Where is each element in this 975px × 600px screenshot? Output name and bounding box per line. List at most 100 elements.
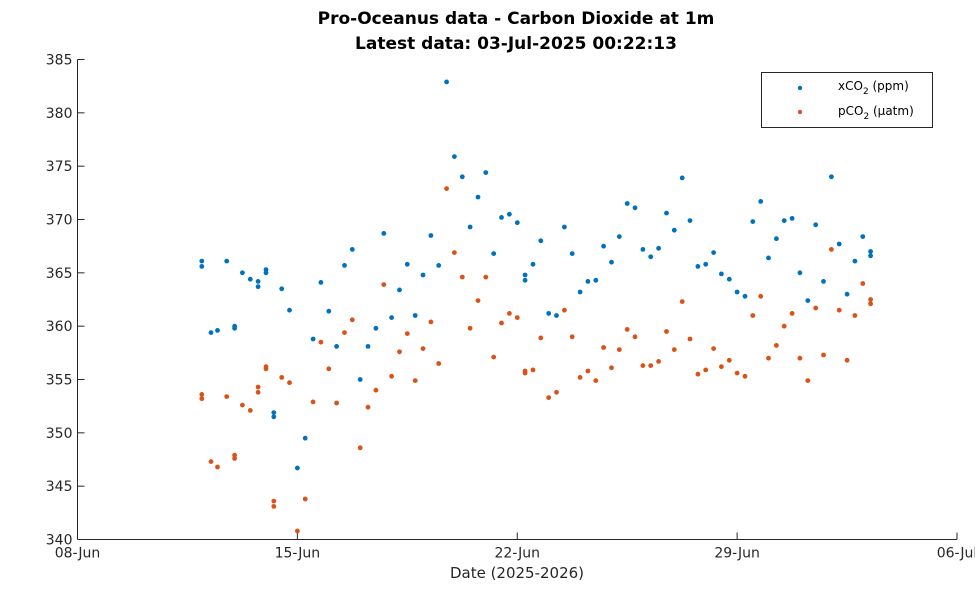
- data-point: [640, 363, 646, 368]
- data-point: [389, 373, 394, 379]
- data-point: [499, 215, 504, 220]
- data-point: [829, 247, 834, 252]
- data-point: [789, 311, 795, 316]
- data-point: [412, 378, 418, 383]
- data-point: [844, 291, 850, 297]
- data-point: [444, 79, 449, 85]
- data-point: [750, 313, 756, 318]
- data-point: [766, 255, 771, 261]
- data-point: [781, 323, 787, 329]
- data-point: [255, 284, 261, 290]
- data-point: [240, 402, 245, 408]
- data-point: [624, 201, 630, 206]
- data-point: [609, 259, 614, 265]
- data-point: [514, 220, 520, 226]
- data-point: [821, 352, 826, 358]
- data-point: [404, 331, 410, 336]
- data-point: [279, 375, 285, 380]
- data-point: [797, 270, 803, 276]
- data-point: [546, 311, 552, 316]
- data-point: [397, 349, 402, 355]
- data-point: [679, 175, 685, 181]
- data-point: [199, 264, 205, 269]
- data-point: [215, 328, 220, 333]
- data-point: [514, 315, 520, 320]
- data-point: [199, 258, 205, 264]
- x-tick-label: 08-Jun: [55, 546, 101, 562]
- data-point: [467, 224, 473, 230]
- data-point: [719, 271, 724, 277]
- data-point: [860, 234, 866, 240]
- data-point: [444, 186, 449, 192]
- data-point: [719, 364, 724, 370]
- data-point: [483, 170, 489, 176]
- data-point: [805, 378, 811, 383]
- data-point: [310, 336, 316, 342]
- data-point: [279, 286, 285, 292]
- plot-area: [77, 59, 957, 539]
- data-point: [703, 367, 709, 373]
- data-point: [302, 496, 308, 502]
- data-point: [734, 370, 740, 376]
- data-point: [601, 345, 606, 350]
- data-point: [357, 445, 363, 451]
- series-xco2: [199, 79, 873, 471]
- data-point: [420, 272, 426, 278]
- data-point: [774, 343, 779, 348]
- data-point: [781, 218, 787, 224]
- data-point: [829, 174, 834, 180]
- data-point: [664, 329, 669, 334]
- chart-title-line2: Latest data: 03-Jul-2025 00:22:13: [355, 34, 677, 54]
- y-tick-label: 360: [46, 319, 73, 335]
- data-point: [467, 325, 473, 331]
- data-point: [664, 210, 669, 216]
- data-point: [868, 301, 873, 307]
- data-point: [562, 224, 567, 230]
- data-point: [530, 367, 536, 373]
- data-point: [742, 373, 748, 379]
- data-point: [750, 219, 756, 225]
- data-point: [404, 261, 410, 267]
- data-point: [271, 410, 277, 415]
- data-point: [475, 194, 481, 200]
- legend-label-pco2-unit: (µatm): [869, 104, 914, 118]
- data-point: [287, 380, 292, 386]
- data-point: [428, 319, 434, 325]
- data-point: [342, 330, 347, 335]
- data-point: [671, 347, 677, 352]
- data-point: [671, 227, 677, 233]
- data-point: [232, 325, 238, 331]
- data-point: [530, 261, 536, 267]
- x-tick-label: 22-Jun: [494, 546, 540, 562]
- data-point: [813, 305, 819, 311]
- data-points: [199, 79, 873, 534]
- data-point: [389, 315, 394, 320]
- data-point: [420, 346, 426, 351]
- data-point: [609, 365, 614, 371]
- data-point: [758, 199, 764, 204]
- data-point: [199, 396, 205, 402]
- data-point: [507, 211, 512, 217]
- data-point: [554, 313, 559, 318]
- y-tick-label: 385: [46, 53, 73, 69]
- data-point: [703, 261, 709, 267]
- data-point: [499, 320, 504, 326]
- legend-label-pco2-main: pCO: [838, 104, 863, 118]
- y-tick-label: 350: [46, 426, 73, 442]
- data-point: [302, 435, 308, 441]
- data-point: [334, 400, 339, 406]
- legend-marker-xco2: [797, 85, 803, 91]
- data-point: [247, 276, 253, 282]
- data-point: [789, 216, 795, 221]
- data-point: [522, 277, 528, 283]
- data-point: [868, 297, 873, 302]
- data-point: [452, 250, 457, 256]
- data-point: [554, 389, 559, 395]
- x-tick-label: 15-Jun: [275, 546, 321, 562]
- legend: xCO2 (ppm) pCO2 (µatm): [761, 72, 933, 128]
- data-point: [349, 247, 355, 252]
- x-tick-label: 29-Jun: [714, 546, 760, 562]
- y-tick-label: 355: [46, 373, 73, 389]
- data-point: [844, 357, 850, 363]
- data-point: [208, 459, 214, 464]
